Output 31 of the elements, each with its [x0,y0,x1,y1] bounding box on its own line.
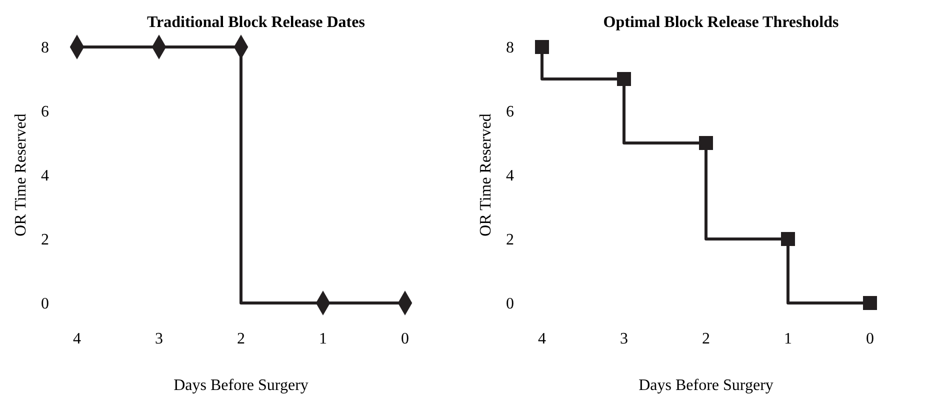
y-tick-label: 2 [41,232,49,249]
y-tick-label: 2 [506,232,514,249]
y-tick-label: 8 [506,40,514,57]
y-tick-label: 0 [41,296,49,313]
y-axis-title: OR Time Reserved [478,114,495,236]
y-tick-label: 4 [41,168,49,185]
x-axis-title: Days Before Surgery [174,377,308,394]
y-axis-title: OR Time Reserved [12,114,30,236]
point [617,72,631,86]
chart-title: Traditional Block Release Dates [147,14,365,31]
x-tick-label: 3 [620,330,628,348]
x-tick-label: 0 [401,330,409,348]
x-tick-label: 1 [784,330,792,348]
y-tick-label: 6 [41,104,49,121]
x-tick-label: 2 [237,330,245,348]
x-tick-label: 4 [538,330,546,348]
y-tick-label: 6 [506,104,514,121]
y-tick-label: 0 [506,296,514,313]
point [535,40,549,54]
point [699,136,713,150]
x-tick-label: 3 [155,330,163,348]
chart-title: Optimal Block Release Thresholds [603,14,839,31]
x-tick-label: 1 [319,330,327,348]
x-tick-label: 0 [866,330,874,348]
x-tick-label: 4 [73,330,81,348]
y-tick-label: 4 [506,168,514,185]
x-axis-title: Days Before Surgery [638,377,774,394]
x-tick-label: 2 [702,330,710,348]
y-tick-label: 8 [41,40,49,57]
point [781,232,795,246]
point [863,296,877,310]
